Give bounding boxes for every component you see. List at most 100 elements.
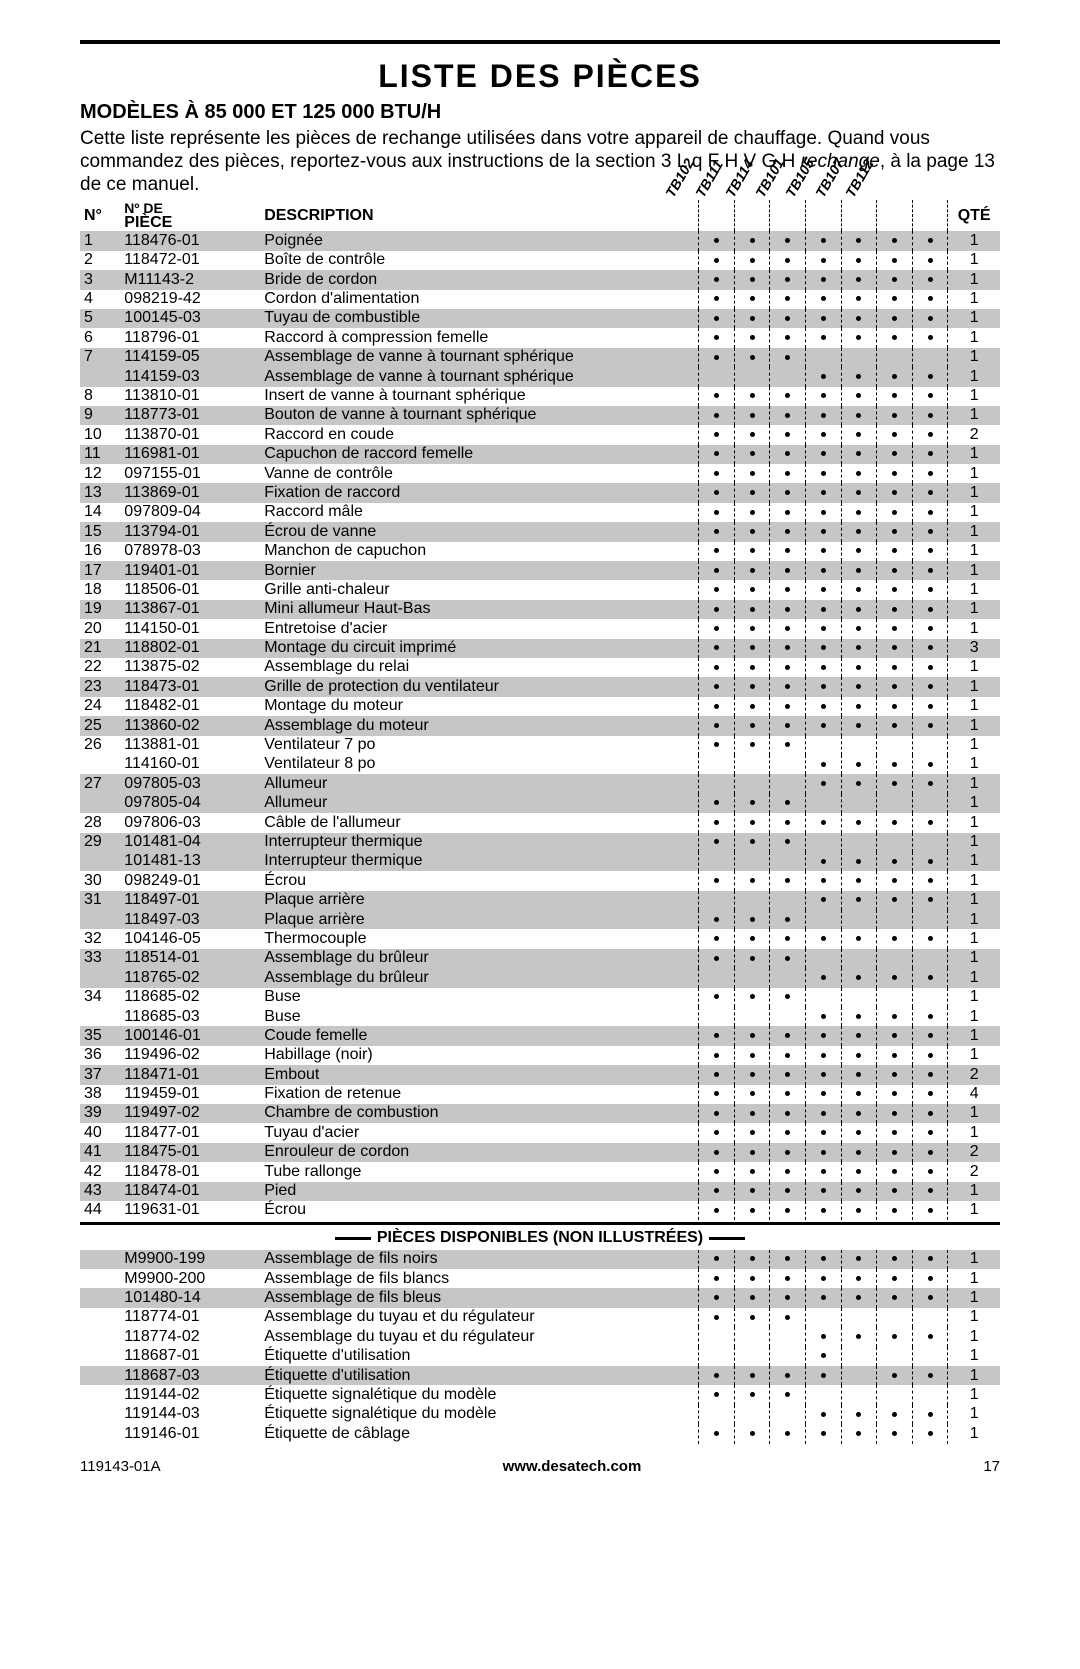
col-header-m3	[806, 200, 842, 231]
cell-part: 118796-01	[120, 328, 260, 347]
cell-num: 13	[80, 483, 120, 502]
cell-model-dot	[912, 1347, 948, 1366]
table-row: 21118802-01Montage du circuit imprimé3	[80, 639, 1000, 658]
table-row: 27097805-03Allumeur1	[80, 774, 1000, 793]
cell-model-dot	[734, 367, 770, 386]
dot-icon	[892, 665, 897, 670]
cell-model-dot	[806, 639, 842, 658]
dot-icon	[785, 1392, 790, 1397]
cell-model-dot	[877, 658, 913, 677]
dot-icon	[856, 1188, 861, 1193]
cell-part: 097809-04	[120, 503, 260, 522]
dot-icon	[785, 723, 790, 728]
dot-icon	[856, 1295, 861, 1300]
cell-model-dot	[699, 871, 735, 890]
cell-desc: Allumeur	[260, 794, 699, 813]
cell-model-dot	[841, 1046, 877, 1065]
table-row: 41118475-01Enrouleur de cordon2	[80, 1143, 1000, 1162]
cell-model-dot	[912, 949, 948, 968]
cell-part: 119631-01	[120, 1201, 260, 1220]
cell-model-dot	[734, 1046, 770, 1065]
dot-icon	[714, 296, 719, 301]
cell-desc: Assemblage de vanne à tournant sphérique	[260, 367, 699, 386]
dot-icon	[928, 936, 933, 941]
dot-icon	[856, 645, 861, 650]
cell-desc: Étiquette signalétique du modèle	[260, 1405, 699, 1424]
cell-model-dot	[841, 677, 877, 696]
dot-icon	[785, 607, 790, 612]
cell-desc: Pied	[260, 1182, 699, 1201]
cell-model-dot	[912, 1366, 948, 1385]
cell-model-dot	[877, 1405, 913, 1424]
cell-desc: Ventilateur 8 po	[260, 755, 699, 774]
dot-icon	[750, 1111, 755, 1116]
dot-icon	[750, 296, 755, 301]
cell-model-dot	[699, 1424, 735, 1443]
cell-model-dot	[912, 328, 948, 347]
cell-model-dot	[770, 522, 806, 541]
cell-desc: Boîte de contrôle	[260, 251, 699, 270]
bar-right	[709, 1237, 745, 1240]
cell-model-dot	[912, 251, 948, 270]
cell-model-dot	[806, 988, 842, 1007]
cell-part: 113867-01	[120, 600, 260, 619]
cell-model-dot	[734, 639, 770, 658]
cell-model-dot	[806, 367, 842, 386]
cell-model-dot	[734, 328, 770, 347]
dot-icon	[750, 355, 755, 360]
cell-part: 114160-01	[120, 755, 260, 774]
dot-icon	[892, 1053, 897, 1058]
dot-icon	[714, 1256, 719, 1261]
dot-icon	[856, 936, 861, 941]
cell-model-dot	[841, 1085, 877, 1104]
cell-qty: 1	[948, 1385, 1000, 1404]
cell-qty: 1	[948, 871, 1000, 890]
dot-icon	[892, 316, 897, 321]
dot-icon	[750, 1072, 755, 1077]
cell-desc: Assemblage du brûleur	[260, 949, 699, 968]
table-row: 097805-04Allumeur1	[80, 794, 1000, 813]
cell-desc: Manchon de capuchon	[260, 542, 699, 561]
cell-model-dot	[734, 1327, 770, 1346]
cell-model-dot	[877, 1143, 913, 1162]
dot-icon	[750, 1392, 755, 1397]
cell-model-dot	[912, 1201, 948, 1220]
dot-icon	[892, 897, 897, 902]
dot-icon	[821, 607, 826, 612]
cell-num: 19	[80, 600, 120, 619]
cell-model-dot	[806, 600, 842, 619]
cell-num: 15	[80, 522, 120, 541]
cell-model-dot	[770, 231, 806, 250]
table-row: 36119496-02Habillage (noir)1	[80, 1046, 1000, 1065]
cell-model-dot	[734, 658, 770, 677]
cell-model-dot	[806, 483, 842, 502]
cell-model-dot	[841, 348, 877, 367]
cell-model-dot	[912, 619, 948, 638]
page-subtitle: MODÈLES À 85 000 ET 125 000 BTU/H	[80, 101, 1000, 124]
cell-model-dot	[877, 1201, 913, 1220]
cell-model-dot	[877, 833, 913, 852]
cell-model-dot	[734, 1201, 770, 1220]
table-row: 118687-01Étiquette d'utilisation1	[80, 1347, 1000, 1366]
cell-qty: 1	[948, 290, 1000, 309]
cell-num: 16	[80, 542, 120, 561]
cell-num: 22	[80, 658, 120, 677]
cell-model-dot	[770, 464, 806, 483]
dot-icon	[892, 704, 897, 709]
dot-icon	[821, 1169, 826, 1174]
dot-icon	[750, 704, 755, 709]
cell-model-dot	[770, 1405, 806, 1424]
dot-icon	[714, 316, 719, 321]
cell-model-dot	[912, 852, 948, 871]
cell-part: 113794-01	[120, 522, 260, 541]
cell-num: 2	[80, 251, 120, 270]
cell-num: 42	[80, 1162, 120, 1181]
cell-num: 4	[80, 290, 120, 309]
cell-model-dot	[806, 1046, 842, 1065]
cell-model-dot	[734, 1085, 770, 1104]
cell-model-dot	[699, 929, 735, 948]
cell-qty: 1	[948, 464, 1000, 483]
cell-model-dot	[841, 871, 877, 890]
cell-num: 18	[80, 580, 120, 599]
dot-icon	[714, 723, 719, 728]
